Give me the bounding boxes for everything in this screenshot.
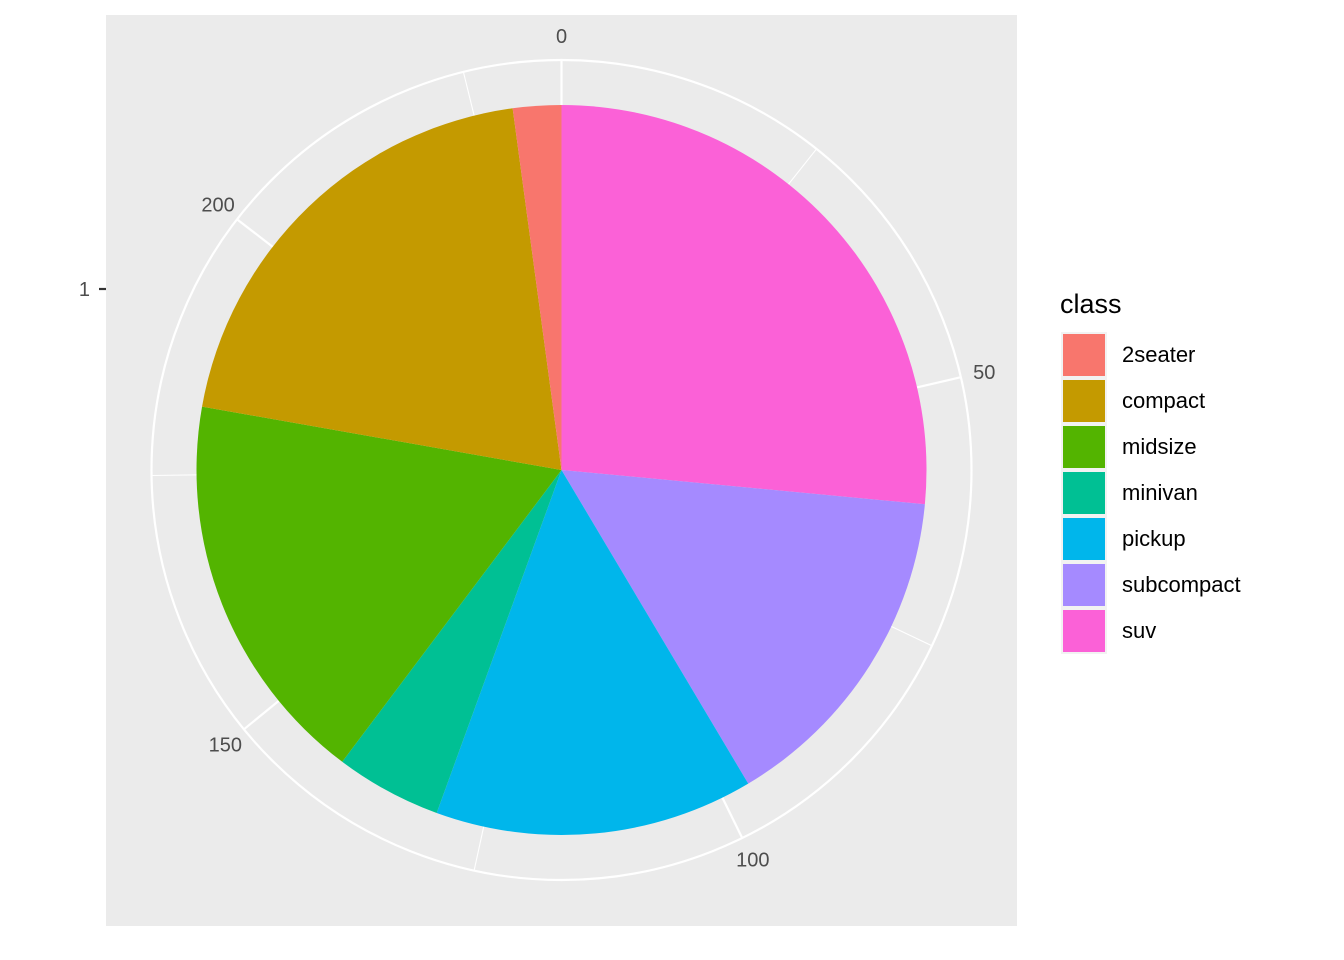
legend-items: 2seater compact midsize minivan pickup subcom…	[1061, 332, 1241, 654]
slice-subcompact	[561, 470, 925, 784]
r-axis: 1	[79, 279, 106, 301]
legend-key-pickup	[1063, 518, 1105, 560]
legend-label-pickup: pickup	[1122, 526, 1186, 551]
theta-tick-label: 150	[209, 734, 242, 756]
slice-minivan	[342, 470, 562, 813]
pie-slices	[196, 105, 927, 836]
legend-key-midsize	[1063, 426, 1105, 468]
legend-label-midsize: midsize	[1122, 434, 1197, 459]
legend-key-2seater	[1063, 334, 1105, 376]
theta-tick-label: 200	[201, 195, 234, 217]
legend-label-minivan: minivan	[1122, 480, 1198, 505]
legend-label-compact: compact	[1122, 388, 1205, 413]
legend-key-subcompact	[1063, 564, 1105, 606]
slice-suv	[561, 105, 927, 505]
legend: class 2seater compact midsize minivan pickup…	[1060, 289, 1241, 654]
theta-axis-labels: 0 50 100 150 200	[201, 26, 995, 872]
slice-pickup	[436, 470, 749, 836]
legend-key-suv	[1063, 610, 1105, 652]
theta-tick-label: 50	[973, 362, 995, 384]
legend-label-suv: suv	[1122, 618, 1156, 643]
legend-title: class	[1060, 289, 1122, 319]
legend-label-2seater: 2seater	[1122, 342, 1195, 367]
legend-label-subcompact: subcompact	[1122, 572, 1241, 597]
slice-compact	[202, 108, 562, 470]
r-axis-tick-label: 1	[79, 279, 90, 301]
slice-2seater	[512, 105, 562, 470]
legend-key-minivan	[1063, 472, 1105, 514]
slice-midsize	[196, 406, 562, 762]
theta-tick-label: 0	[556, 26, 567, 48]
legend-key-compact	[1063, 380, 1105, 422]
theta-tick-label: 100	[736, 850, 769, 872]
